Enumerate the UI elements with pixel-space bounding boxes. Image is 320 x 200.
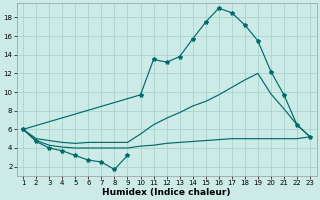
X-axis label: Humidex (Indice chaleur): Humidex (Indice chaleur) (102, 188, 231, 197)
